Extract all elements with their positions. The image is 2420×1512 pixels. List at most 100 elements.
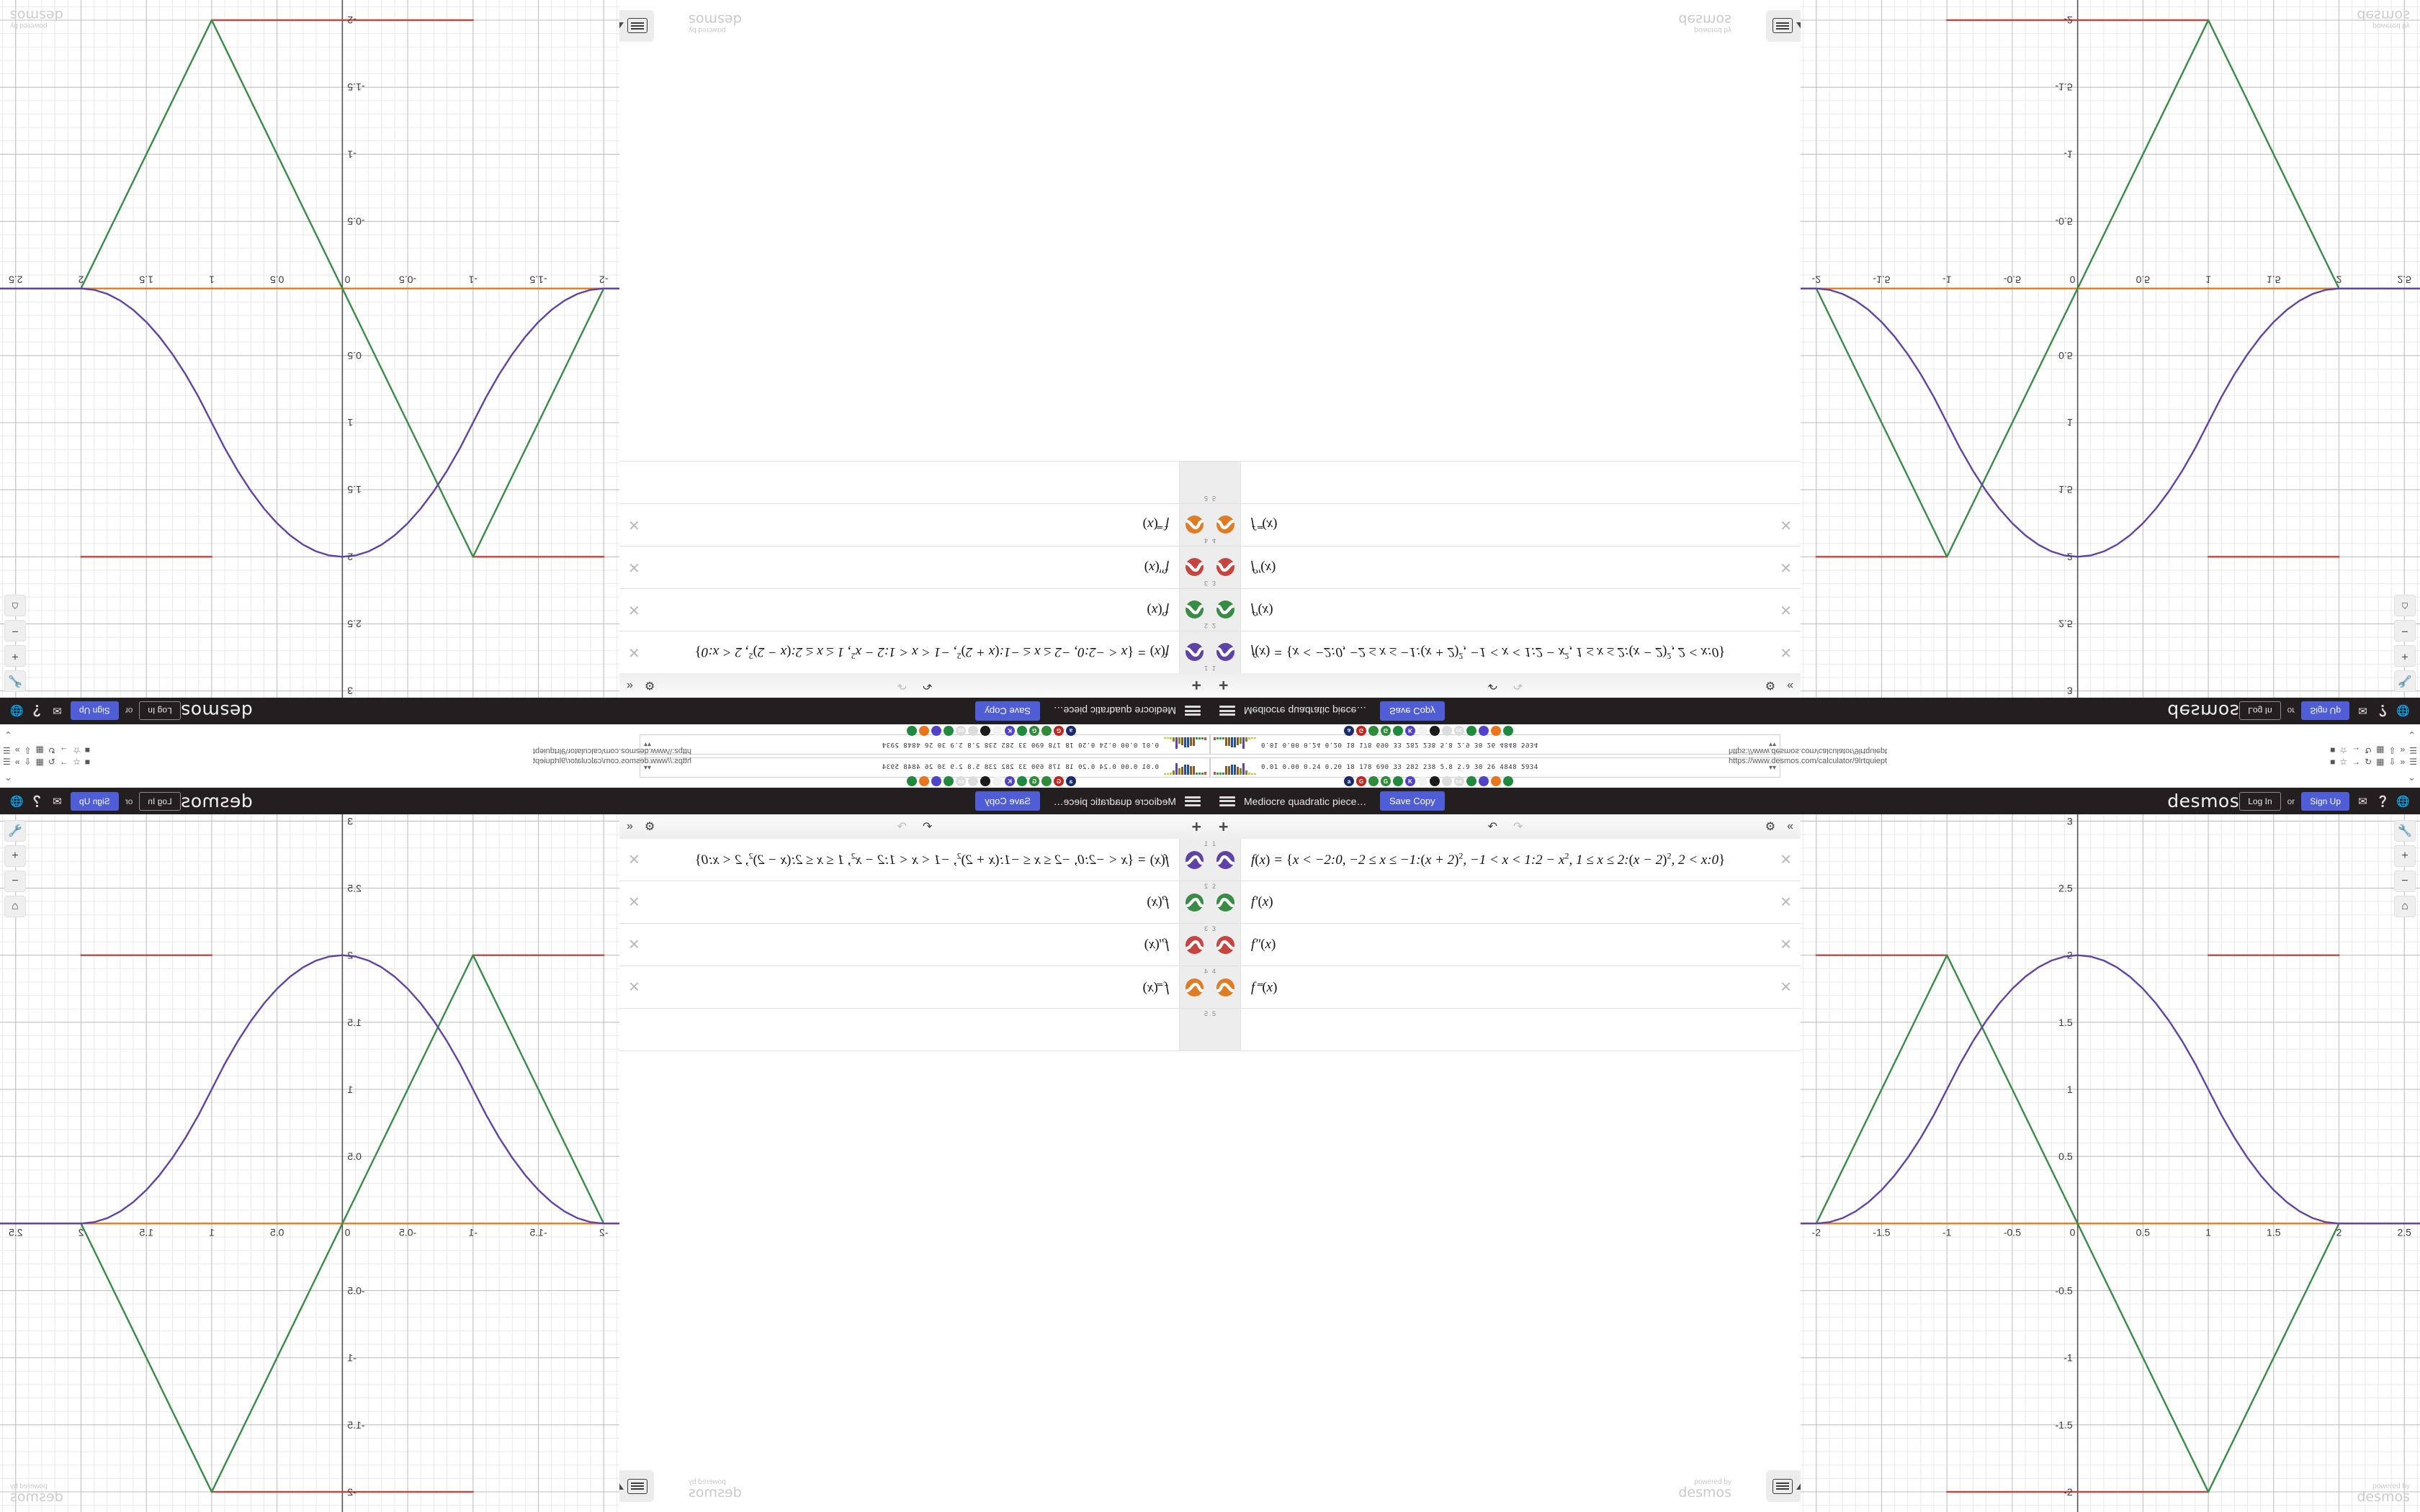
share-icon[interactable]: ✉ [2358, 795, 2367, 808]
add-expression-button[interactable]: + [1191, 816, 1201, 836]
zoom-in-icon[interactable]: + [2394, 645, 2416, 667]
expression-input[interactable]: f⁼(x) [1241, 517, 1801, 534]
expression-input[interactable]: f″(x) [619, 559, 1179, 575]
zoom-in-icon[interactable]: + [4, 645, 26, 667]
bookmark-star-icon[interactable]: ☆ [72, 745, 81, 755]
zoom-out-icon[interactable]: − [4, 620, 26, 642]
bookmark-bank-icon[interactable] [980, 726, 990, 736]
zoom-out-icon[interactable]: − [2394, 620, 2416, 642]
log-in-button[interactable]: Log In [2239, 791, 2281, 811]
curve-style-icon[interactable] [1186, 978, 1204, 996]
expression-input[interactable]: f⁼(x) [619, 517, 1179, 534]
share-icon[interactable]: ✉ [53, 704, 62, 717]
expression-row[interactable]: 4 f⁼(x) ✕ [619, 966, 1210, 1009]
expression-color-swatch[interactable]: 1 [1210, 631, 1241, 673]
expression-color-swatch[interactable]: 1 [1210, 839, 1241, 881]
graph-tools[interactable]: 🔧 + − ⌂ [2394, 820, 2416, 917]
browser-menu-icon[interactable]: ☰ [3, 745, 11, 755]
close-x-icon[interactable]: ✕ [1780, 601, 1792, 618]
desmos-logo[interactable]: desmos [180, 701, 253, 721]
expression-color-swatch[interactable]: 2 [1179, 589, 1210, 631]
bookmark-google-2-icon[interactable]: G [1381, 726, 1391, 736]
expression-input[interactable]: f⁼(x) [619, 979, 1179, 996]
home-default-view-icon[interactable]: ⌂ [4, 896, 26, 917]
expression-row[interactable]: 1 f(x) = {x < −2:0, −2 ≤ x ≤ −1:(x + 2)2,… [1210, 631, 1801, 673]
bookmark-gear-icon[interactable] [919, 776, 929, 786]
graph-paper[interactable]: -2 -1.5 -1 -0.5 0 0.5 1 1.5 2 2.5 -2 -1.5 -1 -0.5 0.5 1… [0, 0, 619, 698]
document-title[interactable]: Mediocre quadratic piecewi... [1050, 705, 1176, 717]
bookmark-google-icon[interactable]: G [1054, 726, 1064, 736]
browser-toolbar-icons[interactable]: ■ ☆ → ↻ ▦ ⇩ » ☰ [2330, 757, 2417, 767]
extensions-icon[interactable]: ■ [84, 745, 90, 755]
expression-row[interactable]: 1 f(x) = {x < −2:0, −2 ≤ x ≤ −1:(x + 2)2,… [1210, 839, 1801, 881]
log-in-button[interactable]: Log In [139, 791, 181, 811]
wrench-settings-icon[interactable]: 🔧 [2394, 820, 2416, 842]
help-icon[interactable]: ❔ [2376, 704, 2390, 717]
share-icon[interactable]: ✉ [53, 795, 62, 808]
bookmark-google-icon[interactable]: G [1356, 726, 1366, 736]
wrench-settings-icon[interactable]: 🔧 [4, 820, 26, 842]
hamburger-icon[interactable] [1185, 706, 1201, 716]
redo-arrow-icon[interactable]: ↷ [897, 821, 907, 833]
address-bar-url[interactable]: https://www.desmos.com/calculator/9lrtqu… [532, 757, 692, 765]
desmos-calculator-window[interactable]: 0.01 0.00 0.24 0.20 18 178 690 33 282 23… [1210, 756, 2420, 1512]
chevrons-right-icon[interactable]: » [2400, 745, 2406, 755]
expression-row[interactable]: 4 f⁼(x) ✕ [619, 503, 1210, 546]
bookmark-blue-a-icon[interactable]: a [1344, 776, 1354, 786]
expression-input[interactable]: f(x) = {x < −2:0, −2 ≤ x ≤ −1:(x + 2)2, … [1241, 644, 1801, 661]
expression-input[interactable]: f′(x) [619, 894, 1179, 910]
bookmark-desmos-1-icon[interactable] [1017, 776, 1027, 786]
expression-row[interactable]: 4 f⁼(x) ✕ [1210, 966, 1801, 1009]
document-title[interactable]: Mediocre quadratic piecewi... [1244, 705, 1370, 717]
close-x-icon[interactable]: ✕ [628, 601, 640, 618]
bookmark-gear-icon[interactable] [919, 726, 929, 736]
desmos-logo[interactable]: desmos [180, 791, 253, 811]
bookmark-bank-icon[interactable] [1430, 726, 1440, 736]
browser-toolbar-icons[interactable]: ■ ☆ → ↻ ▦ ⇩ » ☰ [2330, 745, 2417, 755]
close-x-icon[interactable]: ✕ [1780, 516, 1792, 533]
language-globe-icon[interactable]: 🌐 [2396, 704, 2410, 717]
chevrons-down-icon[interactable]: ▾▾ [1768, 763, 1776, 772]
expression-row[interactable]: 5 [1210, 1009, 1801, 1051]
chevrons-right-icon[interactable]: » [2400, 757, 2406, 767]
zoom-in-icon[interactable]: + [2394, 845, 2416, 867]
expression-input[interactable]: f(x) = {x < −2:0, −2 ≤ x ≤ −1:(x + 2)2, … [619, 851, 1179, 868]
double-chevron-left-icon[interactable]: « [1787, 820, 1793, 832]
bookmark-mouse-icon[interactable] [968, 726, 978, 736]
bookmark-google-2-icon[interactable]: G [1029, 776, 1039, 786]
bookmark-colorwheel-icon[interactable] [1041, 726, 1052, 736]
save-copy-button[interactable]: Save Copy [1380, 701, 1445, 721]
curve-style-icon[interactable] [1186, 643, 1204, 662]
graph-canvas[interactable]: -2 -1.5 -1 -0.5 0 0.5 1 1.5 2 2.5 -2 -1.5 -1 -0.5 0.5 1… [1801, 0, 2420, 698]
bookmark-colorwheel-icon[interactable] [1368, 726, 1379, 736]
save-copy-button[interactable]: Save Copy [975, 701, 1040, 721]
expression-panel[interactable]: + ↶ ↷ ⚙ « 1 f(x) = {x < −2:0, −2 ≤ x ≤ −1… [1210, 814, 1812, 1512]
quadrant-bottom-left[interactable]: 0.01 0.00 0.24 0.20 18 178 690 33 282 23… [0, 756, 1210, 1512]
bookmark-blue-a-icon[interactable]: a [1066, 776, 1076, 786]
download-icon[interactable]: ⇩ [24, 745, 32, 755]
bookmark-thumb-icon[interactable] [1417, 726, 1428, 736]
expression-row[interactable]: 1 f(x) = {x < −2:0, −2 ≤ x ≤ −1:(x + 2)2,… [619, 839, 1210, 881]
graph-canvas[interactable]: -2 -1.5 -1 -0.5 0 0.5 1 1.5 2 2.5 -2 -1.5 -1 -0.5 0.5 1… [0, 814, 619, 1512]
expression-color-swatch[interactable]: 1 [1179, 839, 1210, 881]
bookmark-colorwheel-icon[interactable] [1041, 776, 1052, 786]
bookmark-chat-icon[interactable] [931, 776, 941, 786]
expression-color-swatch[interactable]: 4 [1179, 504, 1210, 546]
gear-icon[interactable]: ⚙ [644, 679, 655, 691]
expression-row[interactable]: 5 [619, 1009, 1210, 1051]
close-x-icon[interactable]: ✕ [1780, 644, 1792, 660]
curve-style-icon[interactable] [1216, 600, 1234, 619]
expression-input[interactable]: f′(x) [1241, 602, 1801, 618]
curve-style-icon[interactable] [1216, 978, 1234, 996]
extensions-icon[interactable]: ■ [2330, 757, 2336, 767]
expression-color-swatch[interactable]: 4 [1210, 504, 1241, 546]
expression-row[interactable]: 5 [619, 461, 1210, 503]
graph-paper[interactable]: -2 -1.5 -1 -0.5 0 0.5 1 1.5 2 2.5 -2 -1.5 -1 -0.5 0.5 1… [1801, 0, 2420, 698]
bookmark-mouse-icon[interactable] [968, 776, 978, 786]
bookmark-bank-icon[interactable] [980, 776, 990, 786]
expression-color-swatch[interactable]: 5 [1179, 1009, 1210, 1050]
curve-style-icon[interactable] [1216, 893, 1234, 912]
desmos-calculator-window[interactable]: 0.01 0.00 0.24 0.20 18 178 690 33 282 23… [1210, 0, 2420, 756]
quadrant-top-right[interactable]: 0.01 0.00 0.24 0.20 18 178 690 33 282 23… [1210, 0, 2420, 756]
